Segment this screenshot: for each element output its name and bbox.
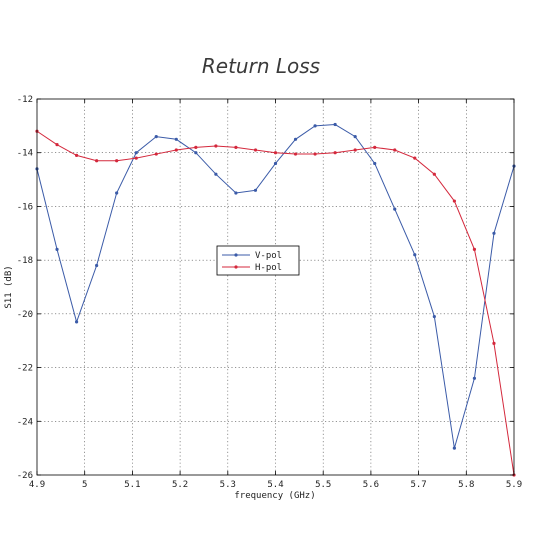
data-point — [154, 135, 158, 139]
data-point — [115, 159, 119, 163]
y-tick-label: -14 — [17, 149, 33, 159]
data-point — [432, 172, 436, 176]
x-tick-label: 5.2 — [172, 480, 188, 490]
data-point — [74, 320, 79, 324]
data-point — [214, 144, 218, 148]
data-point — [293, 152, 298, 156]
data-point — [393, 148, 397, 152]
x-tick-label: 5.4 — [267, 480, 283, 490]
legend-item: V-pol — [222, 251, 282, 261]
data-point — [95, 263, 99, 268]
legend-marker — [234, 265, 238, 269]
y-tick-label: -24 — [17, 417, 33, 427]
data-point — [452, 199, 456, 203]
legend: V-pol H-pol — [216, 245, 300, 276]
x-tick-label: 5.8 — [458, 480, 474, 490]
data-point — [134, 151, 138, 155]
y-tick-label: -16 — [17, 202, 33, 212]
data-point — [74, 153, 79, 157]
x-axis-label: frequency (GHz) — [234, 491, 315, 501]
tick-labels: 4.9 5 5.1 5.2 5.3 5.4 5.5 5.6 5.7 5.8 5.9 -12 -14 -16… — [17, 95, 522, 490]
y-tick-label: -12 — [17, 95, 33, 105]
data-point — [492, 231, 496, 235]
data-point — [353, 148, 357, 152]
data-point — [413, 253, 417, 257]
data-point — [472, 247, 477, 251]
y-tick-label: -18 — [17, 256, 33, 266]
data-point — [373, 161, 377, 166]
data-point — [293, 137, 298, 141]
legend-marker — [234, 253, 238, 257]
data-point — [413, 156, 417, 160]
y-tick-label: -22 — [17, 364, 33, 374]
data-point — [234, 191, 238, 195]
legend-label: H-pol — [255, 263, 282, 273]
data-point — [174, 148, 178, 152]
legend-item: H-pol — [222, 263, 282, 273]
data-point — [115, 191, 119, 195]
x-tick-label: 5.7 — [410, 480, 426, 490]
data-point — [194, 145, 198, 149]
data-point — [95, 159, 99, 163]
data-point — [432, 314, 436, 319]
data-point — [253, 188, 258, 192]
data-point — [273, 151, 278, 155]
legend-label: V-pol — [255, 251, 282, 261]
data-point — [472, 376, 477, 380]
data-point — [452, 446, 456, 450]
chart-title: Return Loss — [202, 54, 320, 78]
data-point — [55, 143, 59, 147]
data-point — [134, 156, 138, 160]
data-point — [492, 341, 496, 345]
x-tick-label: 5.9 — [506, 480, 522, 490]
x-tick-label: 5 — [82, 480, 87, 490]
x-tick-label: 5.6 — [363, 480, 379, 490]
data-point — [174, 137, 178, 141]
y-tick-label: -20 — [17, 310, 33, 320]
data-point — [333, 122, 337, 127]
data-point — [373, 145, 377, 149]
series-h-pol — [35, 129, 516, 477]
data-point — [333, 151, 337, 155]
data-point — [154, 152, 158, 156]
x-tick-label: 4.9 — [29, 480, 45, 490]
data-point — [234, 145, 238, 149]
data-point — [393, 207, 397, 211]
data-point — [273, 161, 278, 166]
y-axis-label: S11 (dB) — [4, 265, 14, 308]
data-point — [194, 151, 198, 155]
legend-box — [216, 245, 300, 276]
x-tick-label: 5.3 — [220, 480, 236, 490]
series-layer — [35, 122, 516, 477]
x-tick-label: 5.5 — [315, 480, 331, 490]
data-point — [55, 247, 59, 251]
data-point — [313, 152, 317, 156]
data-point — [313, 124, 317, 128]
y-tick-label: -26 — [17, 471, 33, 481]
data-point — [253, 148, 258, 152]
data-point — [353, 135, 357, 139]
grid-lines — [37, 99, 514, 475]
x-tick-label: 5.1 — [124, 480, 140, 490]
data-point — [214, 172, 218, 176]
